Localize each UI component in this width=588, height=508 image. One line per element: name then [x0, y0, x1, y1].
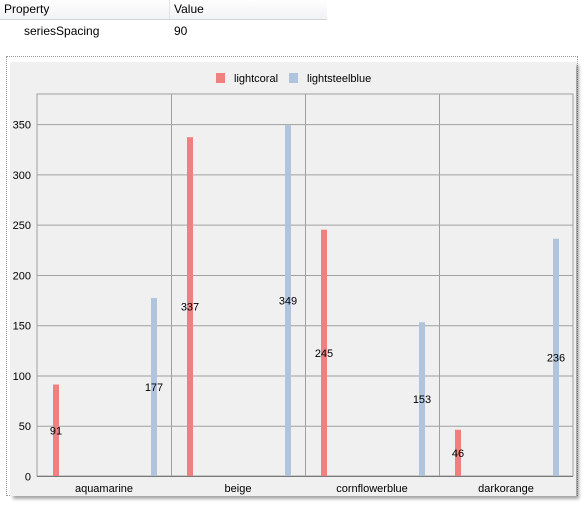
- data-label: 91: [50, 425, 62, 437]
- x-tick-label: beige: [225, 483, 252, 495]
- data-label: 245: [315, 348, 333, 360]
- y-tick-label: 200: [13, 270, 31, 282]
- legend-swatch-lightsteelblue[interactable]: [289, 73, 298, 83]
- data-label: 236: [547, 352, 565, 364]
- y-tick-label: 250: [13, 220, 31, 232]
- bar-lightsteelblue-aquamarine[interactable]: [151, 298, 157, 476]
- y-tick-label: 300: [13, 170, 31, 182]
- legend-label-lightsteelblue[interactable]: lightsteelblue: [307, 73, 371, 85]
- data-label: 349: [279, 296, 297, 308]
- y-tick-label: 150: [13, 321, 31, 333]
- y-tick-label: 100: [13, 371, 31, 383]
- bar-lightcoral-beige[interactable]: [187, 137, 193, 476]
- data-label: 153: [413, 394, 431, 406]
- legend-label-lightcoral[interactable]: lightcoral: [234, 73, 278, 85]
- bar-lightcoral-darkorange[interactable]: [455, 429, 461, 476]
- y-tick-label: 0: [25, 472, 31, 484]
- bar-lightcoral-cornflowerblue[interactable]: [321, 229, 327, 476]
- bar-lightsteelblue-beige[interactable]: [285, 125, 291, 477]
- bar-lightsteelblue-darkorange[interactable]: [553, 238, 559, 476]
- data-label: 177: [145, 382, 163, 394]
- data-label: 337: [181, 302, 199, 314]
- x-tick-label: cornflowerblue: [336, 483, 408, 495]
- property-table-header: Property Value: [0, 0, 327, 20]
- property-table: Property Value seriesSpacing 90: [0, 0, 327, 42]
- property-value-field[interactable]: 90: [174, 24, 188, 38]
- bar-lightsteelblue-cornflowerblue[interactable]: [419, 322, 425, 476]
- legend-swatch-lightcoral[interactable]: [216, 73, 225, 83]
- y-tick-label: 350: [13, 120, 31, 132]
- bar-lightcoral-aquamarine[interactable]: [53, 384, 59, 476]
- data-label: 46: [452, 448, 464, 460]
- x-tick-label: darkorange: [478, 483, 534, 495]
- property-name: seriesSpacing: [24, 24, 100, 38]
- x-tick-label: aquamarine: [75, 483, 133, 495]
- y-tick-label: 50: [19, 421, 31, 433]
- property-column-header[interactable]: Property: [0, 0, 170, 19]
- property-row-series-spacing[interactable]: seriesSpacing 90: [0, 20, 327, 42]
- value-column-header[interactable]: Value: [174, 2, 204, 16]
